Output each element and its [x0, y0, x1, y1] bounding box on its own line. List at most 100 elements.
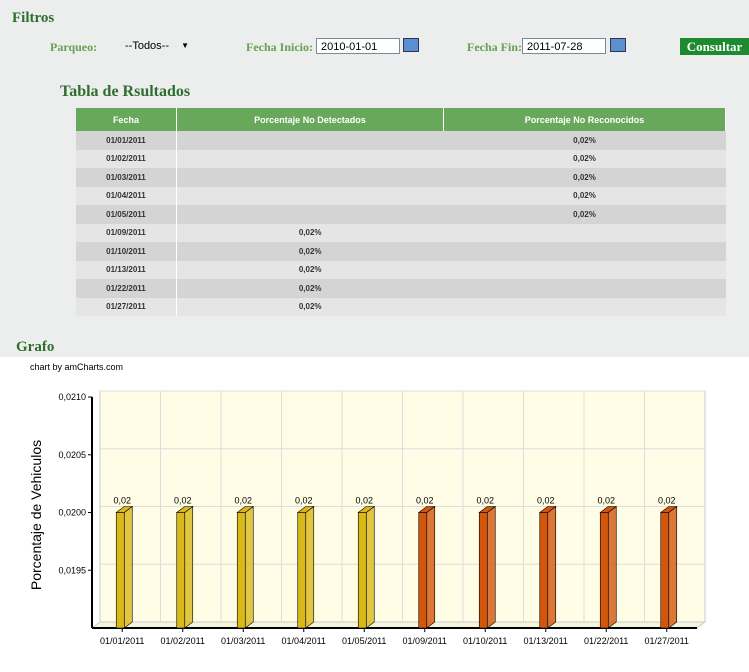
table-cell: [176, 168, 444, 187]
bar: [297, 512, 307, 629]
bar: [357, 512, 367, 629]
table-cell: 01/22/2011: [76, 279, 177, 298]
bar: [660, 512, 670, 629]
y-tick-label: 0,0210: [58, 392, 86, 402]
table-row: 01/01/2011 0,02%: [76, 131, 726, 150]
value-label: 0,02: [174, 496, 192, 506]
table-cell: 01/05/2011: [76, 205, 177, 224]
bar-side: [607, 505, 617, 629]
calendar-icon[interactable]: [610, 38, 626, 52]
table-cell: [443, 297, 726, 316]
fecha-fin-input[interactable]: 2011-07-28: [522, 38, 606, 54]
bar-side: [547, 505, 557, 629]
bar-side: [305, 505, 315, 629]
calendar-icon[interactable]: [403, 38, 419, 52]
consultar-button[interactable]: Consultar: [680, 38, 749, 55]
parqueo-value: --Todos--: [125, 40, 170, 52]
table-cell: 01/03/2011: [76, 168, 177, 187]
fecha-fin-label: Fecha Fin:: [467, 40, 522, 54]
bar: [478, 512, 488, 629]
table-row: 01/04/2011 0,02%: [76, 186, 726, 205]
table-cell: 0,02%: [176, 242, 444, 261]
y-tick-label: 0,0200: [58, 508, 86, 518]
y-tick-label: 0,0195: [58, 565, 86, 575]
bar: [418, 512, 428, 629]
value-label: 0,02: [658, 496, 676, 506]
value-label: 0,02: [113, 496, 131, 506]
table-cell: [176, 205, 444, 224]
column-header: Porcentaje No Detectados: [176, 108, 445, 131]
chart: chart by amCharts.com Porcentaje de Vehi…: [28, 362, 707, 646]
value-label: 0,02: [476, 496, 494, 506]
filters-panel: Filtros Parqueo: --Todos-- ▼ Fecha Inicio…: [0, 0, 749, 357]
table-cell: 0,02%: [443, 205, 726, 224]
bar-side: [486, 505, 496, 629]
bar: [599, 512, 609, 629]
x-tick-label: 01/03/2011: [221, 636, 265, 646]
table-cell: 01/02/2011: [76, 149, 177, 168]
table-cell: [443, 279, 726, 298]
x-tick-label: 01/04/2011: [282, 636, 326, 646]
value-label: 0,02: [234, 496, 252, 506]
bar-side: [244, 505, 254, 629]
column-header: Fecha: [76, 108, 177, 131]
y-axis-label: Porcentaje de Vehiculos: [28, 440, 44, 590]
select-arrow: ▼: [181, 41, 189, 50]
table-row: 01/10/2011 0,02%: [76, 242, 726, 261]
value-label: 0,02: [416, 496, 434, 506]
table-cell: 01/10/2011: [76, 242, 177, 261]
x-tick-label: 01/02/2011: [161, 636, 205, 646]
x-tick-label: 01/05/2011: [342, 636, 386, 646]
table-cell: [176, 131, 444, 150]
bar: [539, 512, 549, 629]
bar-side: [426, 505, 436, 629]
chart-title: Grafo: [16, 339, 55, 355]
table-cell: 0,02%: [443, 131, 726, 150]
fecha-inicio-label: Fecha Inicio:: [246, 40, 313, 54]
x-tick-label: 01/01/2011: [100, 636, 144, 646]
bar: [236, 512, 246, 629]
table-body: 01/01/2011 0,02% 01/02/2011 0,02% 01/03/2011…: [76, 131, 726, 316]
table-row: 01/02/2011 0,02%: [76, 149, 726, 168]
table-cell: [443, 242, 726, 261]
bar-side: [123, 505, 133, 629]
value-label: 0,02: [355, 496, 373, 506]
table-cell: 01/13/2011: [76, 260, 177, 279]
table-row: 01/22/2011 0,02%: [76, 279, 726, 298]
table-cell: 01/27/2011: [76, 297, 177, 316]
filters-title: Filtros: [12, 10, 55, 26]
table-cell: 0,02%: [443, 168, 726, 187]
value-label: 0,02: [537, 496, 555, 506]
table-cell: 01/04/2011: [76, 186, 177, 205]
x-tick-label: 01/09/2011: [403, 636, 447, 646]
table-cell: [176, 149, 444, 168]
bar: [176, 512, 186, 629]
parqueo-select[interactable]: --Todos-- ▼: [121, 38, 191, 54]
fecha-inicio-input[interactable]: 2010-01-01: [316, 38, 400, 54]
table-cell: 0,02%: [443, 186, 726, 205]
table-cell: [443, 223, 726, 242]
table-cell: 01/09/2011: [76, 223, 177, 242]
results-table: Fecha Porcentaje No Detectados Porcentaje …: [76, 108, 726, 316]
y-tick-label: 0,0205: [58, 450, 86, 460]
chart-credit: chart by amCharts.com: [30, 362, 123, 372]
table-cell: 0,02%: [443, 149, 726, 168]
header-row: Fecha Porcentaje No Detectados Porcentaje …: [76, 108, 726, 131]
bar-side: [668, 505, 678, 629]
bar-side: [365, 505, 375, 629]
table-row: 01/03/2011 0,02%: [76, 168, 726, 187]
bar-side: [184, 505, 194, 629]
table-title: Tabla de Rsultados: [60, 83, 191, 100]
value-label: 0,02: [295, 496, 313, 506]
x-tick-label: 01/27/2011: [645, 636, 689, 646]
table-cell: [176, 186, 444, 205]
table-cell: 01/01/2011: [76, 131, 177, 150]
x-tick-label: 01/10/2011: [463, 636, 507, 646]
table-row: 01/09/2011 0,02%: [76, 223, 726, 242]
x-tick-label: 01/22/2011: [584, 636, 628, 646]
column-header: Porcentaje No Reconocidos: [443, 108, 726, 131]
table-row: 01/13/2011 0,02%: [76, 260, 726, 279]
value-label: 0,02: [597, 496, 615, 506]
x-tick-label: 01/13/2011: [524, 636, 568, 646]
table-cell: 0,02%: [176, 260, 444, 279]
